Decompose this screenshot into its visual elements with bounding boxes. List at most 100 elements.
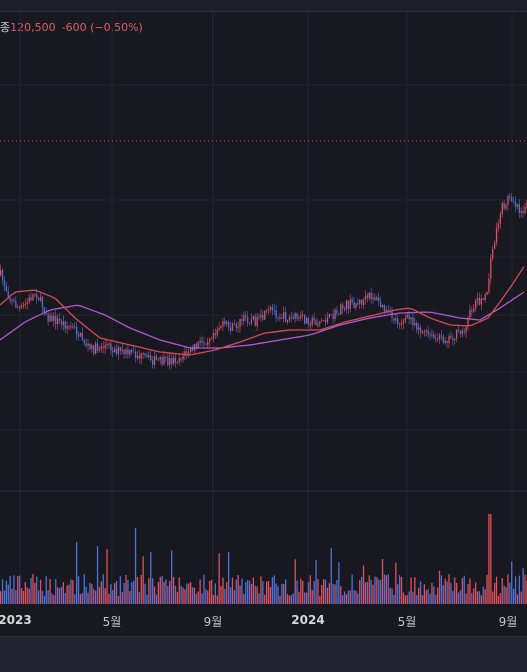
- volume-bar: [224, 589, 226, 604]
- volume-bar: [446, 581, 448, 604]
- candle-body: [53, 316, 55, 322]
- candle-body: [471, 309, 473, 312]
- volume-bar: [233, 590, 235, 604]
- volume-bar: [70, 579, 72, 604]
- candle-body: [343, 308, 346, 310]
- volume-bar: [252, 577, 254, 604]
- candle-body: [93, 345, 95, 354]
- candle-body: [184, 351, 186, 356]
- candle-body: [484, 295, 486, 300]
- volume-bar: [315, 560, 317, 604]
- volume-bar: [300, 578, 302, 604]
- volume-bar: [516, 594, 519, 604]
- volume-bar: [1, 579, 4, 604]
- volume-bar: [362, 565, 365, 604]
- candle-body: [275, 310, 277, 318]
- candle-body: [326, 317, 329, 323]
- candle-body: [133, 351, 135, 353]
- candle-body: [36, 294, 38, 299]
- legend-change: -600 (−0.50%): [61, 21, 143, 34]
- volume-bar: [431, 582, 433, 604]
- candle-body: [266, 310, 268, 312]
- candle-body: [513, 200, 515, 202]
- candle-body: [28, 297, 30, 303]
- volume-bar: [410, 577, 412, 604]
- candle-body: [469, 309, 471, 318]
- candle-body: [76, 326, 78, 335]
- candle-body: [165, 356, 167, 358]
- volume-bar: [490, 514, 492, 604]
- candle-body: [431, 334, 433, 336]
- volume-bar: [201, 593, 203, 604]
- volume-bar: [96, 546, 99, 604]
- volume-bar: [51, 593, 53, 604]
- candle-body: [497, 223, 500, 229]
- candle-body: [307, 317, 310, 325]
- candle-body: [214, 333, 216, 336]
- volume-bar: [214, 583, 216, 604]
- candle-body: [349, 299, 351, 309]
- volume-bar: [269, 587, 272, 604]
- candle-body: [433, 334, 435, 339]
- volume-bar: [24, 582, 26, 604]
- volume-bar: [28, 588, 30, 604]
- candle-body: [39, 296, 42, 301]
- stock-chart[interactable]: [0, 0, 527, 636]
- candle-body: [437, 339, 439, 341]
- candle-body: [505, 204, 507, 209]
- candle-body: [410, 317, 412, 320]
- volume-bar: [524, 574, 526, 604]
- candle-body: [112, 350, 114, 353]
- volume-bar: [134, 528, 137, 604]
- volume-bar: [55, 579, 57, 604]
- volume-bar: [182, 587, 184, 604]
- volume-bar: [32, 574, 34, 604]
- candle-body: [174, 357, 177, 363]
- volume-bar: [391, 588, 393, 604]
- candle-body: [442, 336, 444, 343]
- volume-bar: [442, 585, 444, 604]
- volume-bar: [220, 586, 222, 604]
- candle-body: [7, 291, 9, 299]
- candle-body: [311, 317, 313, 325]
- candle-body: [336, 309, 338, 314]
- volume-bar: [286, 594, 289, 604]
- candle-body: [148, 355, 150, 357]
- volume-bar: [440, 575, 443, 604]
- candle-body: [146, 355, 148, 357]
- volume-bar: [387, 574, 389, 604]
- volume-bar: [376, 577, 378, 604]
- volume-bar: [207, 590, 209, 604]
- candle-body: [277, 317, 279, 319]
- volume-bar: [452, 591, 454, 604]
- candle-body: [41, 296, 44, 308]
- x-axis-label: 9월: [498, 615, 518, 629]
- candle-body: [378, 297, 380, 302]
- volume-bar: [169, 581, 171, 604]
- volume-bar: [91, 583, 93, 604]
- volume-bar: [0, 591, 2, 604]
- candle-body: [400, 323, 403, 325]
- volume-bar: [467, 584, 469, 604]
- candle-body: [305, 317, 308, 324]
- volume-bar: [226, 582, 228, 604]
- candle-body: [62, 321, 64, 325]
- candle-body: [218, 328, 220, 330]
- volume-bar: [3, 590, 6, 604]
- candle-body: [465, 326, 467, 333]
- volume-bar: [349, 590, 351, 604]
- volume-bar: [152, 578, 154, 604]
- volume-bar: [262, 581, 264, 604]
- candle-body: [427, 330, 429, 335]
- candle-body: [22, 304, 25, 306]
- candle-body: [419, 327, 422, 333]
- volume-bar: [87, 592, 89, 604]
- volume-bar: [231, 577, 234, 604]
- candle-body: [486, 292, 488, 296]
- volume-bar: [150, 552, 152, 604]
- candle-body: [226, 322, 228, 325]
- candle-body: [60, 320, 63, 325]
- legend-close: 120,500: [10, 21, 56, 34]
- candle-body: [503, 202, 505, 209]
- candle-body: [17, 307, 19, 309]
